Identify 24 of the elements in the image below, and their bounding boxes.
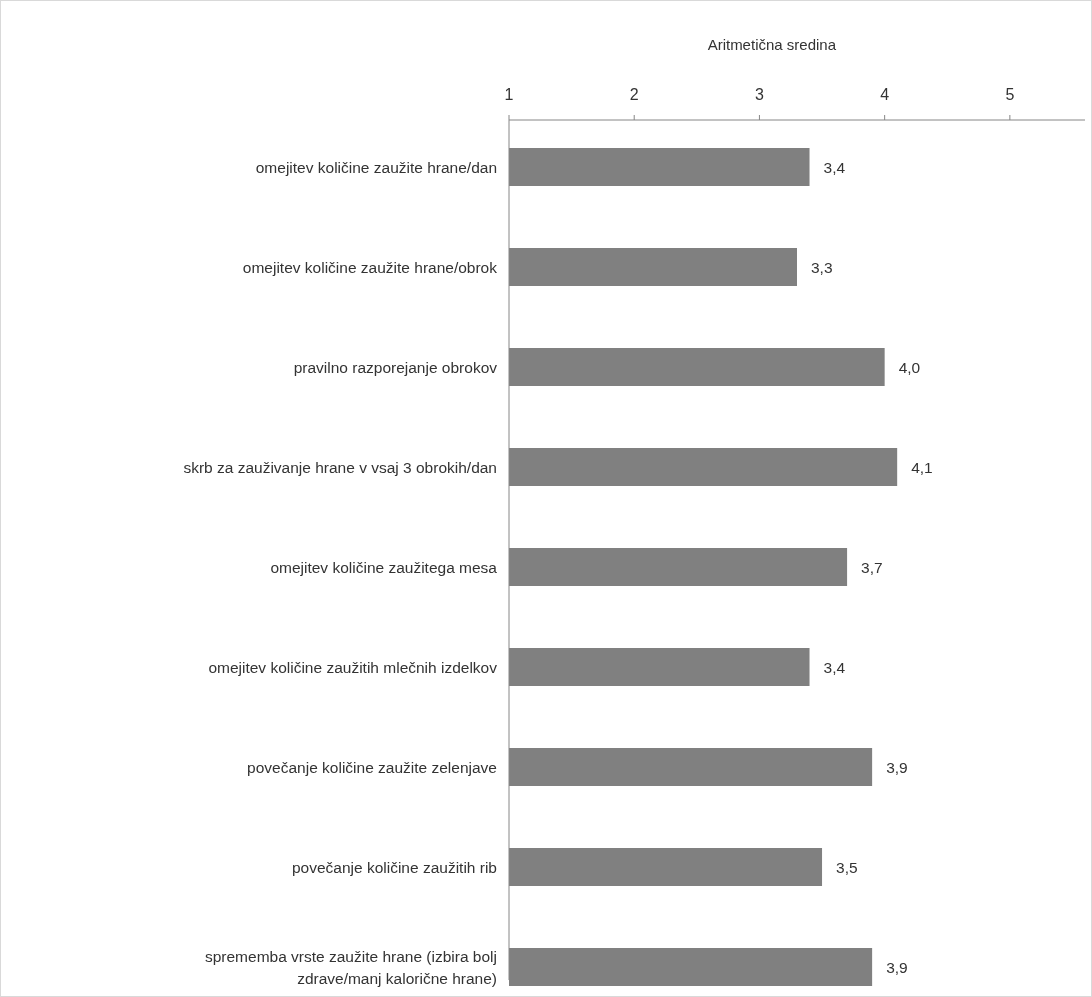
data-label: 3,7: [861, 558, 883, 576]
data-label: 4,0: [898, 358, 921, 376]
x-tick-label: 4: [880, 86, 890, 103]
y-tick-label: sprememba vrste zaužite hrane (izbira bolj zdrave/manj kalorične hrane): [204, 947, 497, 987]
data-label: 3,3: [811, 258, 833, 276]
x-tick-label: 5: [1005, 86, 1015, 103]
data-label: 3,5: [836, 858, 858, 876]
y-tick-label: pravilno razporejanje obrokov: [293, 358, 498, 376]
y-tick-label: omejitev količine zaužite hrane/obrok: [242, 258, 498, 276]
y-tick-label: povečanje količine zaužite zelenjave: [247, 758, 497, 776]
x-tick-label: 3: [754, 86, 764, 103]
y-tick-label: skrb za zauživanje hrane v vsaj 3 obrokih/dan: [183, 458, 497, 476]
y-tick-label: povečanje količine zaužitih rib: [291, 858, 497, 876]
x-tick-label: 1: [504, 86, 514, 103]
x-axis-title: Aritmetična sredina: [707, 36, 837, 53]
data-label: 4,1: [911, 458, 933, 476]
y-tick-label: omejitev količine zaužitega mesa: [270, 558, 498, 576]
y-tick-label: omejitev količine zaužite hrane/dan: [255, 158, 497, 176]
data-label: 3,4: [823, 658, 846, 676]
data-label: 3,4: [823, 158, 846, 176]
data-label: 3,9: [886, 758, 908, 776]
x-tick-label: 2: [629, 86, 639, 103]
y-tick-label: omejitev količine zaužitih mlečnih izdelkov: [208, 658, 498, 676]
data-label: 3,9: [886, 958, 908, 976]
